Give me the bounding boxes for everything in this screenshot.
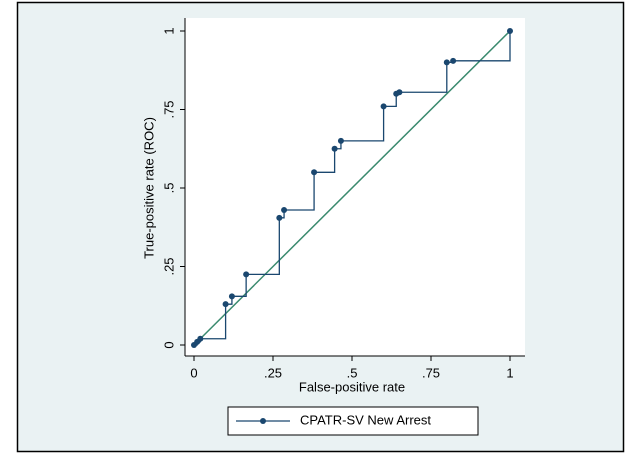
plot-area	[185, 18, 525, 356]
x-tick-label: .5	[347, 365, 358, 380]
roc-point	[337, 137, 344, 144]
x-tick-label: .25	[264, 365, 282, 380]
roc-step	[340, 106, 385, 142]
roc-step	[284, 172, 315, 211]
y-tick-label: .25	[161, 257, 176, 275]
x-axis-title: False-positive rate	[299, 379, 405, 394]
roc-step	[453, 31, 511, 62]
roc-point	[311, 169, 318, 176]
roc-point	[507, 28, 513, 34]
roc-point	[243, 271, 250, 278]
roc-point	[197, 335, 204, 342]
roc-point	[228, 293, 235, 300]
roc-step	[246, 217, 280, 275]
legend-label: CPATR-SV New Arrest	[300, 412, 431, 427]
roc-point	[222, 301, 229, 308]
y-tick-label: 1	[161, 27, 176, 34]
y-axis-title: True-positive rate (ROC)	[141, 117, 156, 259]
roc-point	[443, 59, 450, 66]
roc-point	[380, 103, 387, 110]
x-tick-label: 0	[190, 365, 197, 380]
roc-step	[399, 62, 448, 93]
roc-point	[281, 206, 288, 213]
roc-step	[200, 304, 227, 340]
y-tick-label: 0	[161, 341, 176, 348]
roc-point	[396, 89, 403, 96]
roc-point	[331, 145, 338, 152]
roc-step	[383, 93, 397, 108]
roc-step	[314, 148, 336, 173]
y-tick-label: .75	[161, 100, 176, 118]
roc-point	[450, 57, 457, 64]
roc-point	[276, 214, 283, 221]
legend-marker	[260, 418, 266, 424]
x-tick-label: .75	[422, 365, 440, 380]
y-tick-label: .5	[161, 183, 176, 194]
roc-step	[231, 274, 247, 297]
x-tick-label: 1	[506, 365, 513, 380]
